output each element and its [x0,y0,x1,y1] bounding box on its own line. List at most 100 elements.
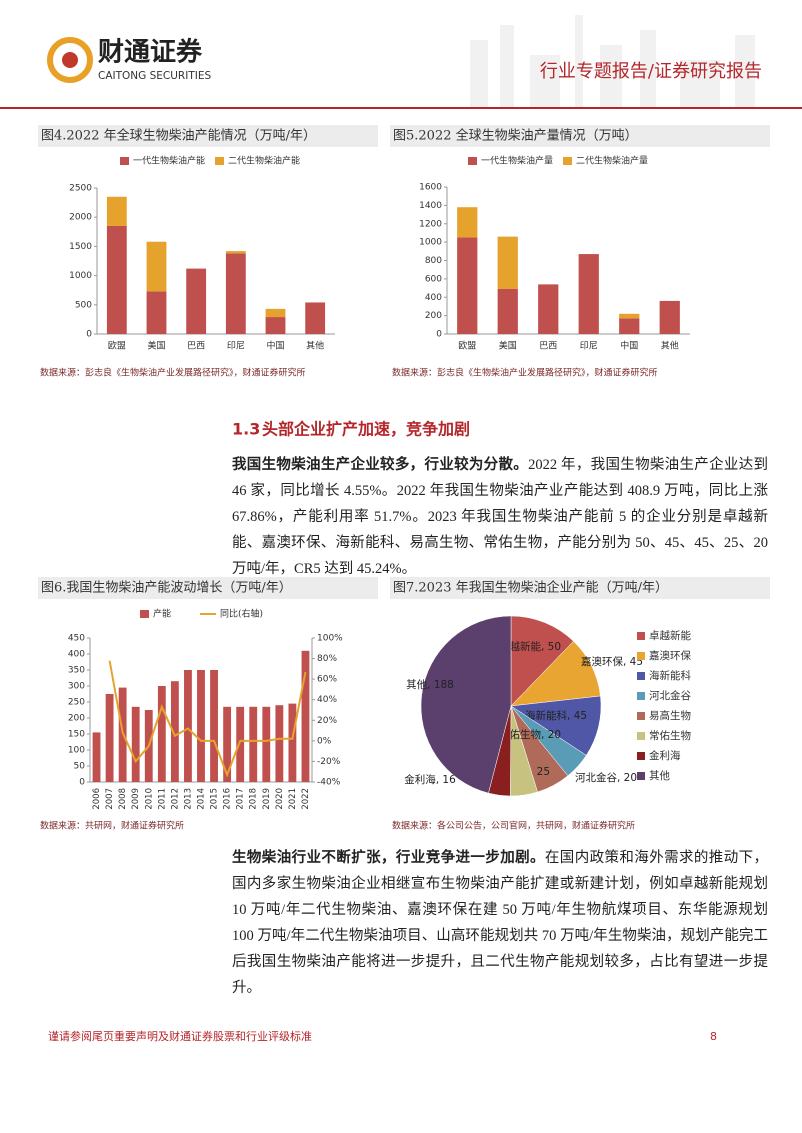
section-number: 1.3 [232,420,260,439]
x-tick-label: 欧盟 [458,340,476,352]
legend-label: 易高生物 [649,709,691,722]
y2-tick-label: 100% [317,634,343,644]
y-tick-label: 400 [425,293,442,303]
bar [457,237,478,334]
legend-swatch [563,157,572,165]
logo-en: CAITONG SECURITIES [98,70,211,82]
data-label: 常佑生物, 20 [499,728,561,741]
paragraph: 生物柴油行业不断扩张，行业竞争进一步加剧。在国内政策和海外需求的推动下，国内多家… [232,845,768,1001]
x-tick-label: 中国 [620,340,638,352]
x-tick-label: 2008 [118,788,128,810]
y2-tick-label: -20% [317,757,341,767]
paragraph-lead: 我国生物柴油生产企业较多，行业较为分散。 [232,457,529,473]
paragraph-text: 2022 年，我国生物柴油生产企业达到 46 家，同比增长 4.55%。2022… [232,457,769,577]
y2-tick-label: -40% [317,778,341,788]
legend-label: 卓越新能 [649,629,691,642]
legend-label: 嘉澳环保 [649,649,691,662]
report-type: 行业专题报告/证券研究报告 [540,61,762,82]
y-tick-label: 2500 [69,184,92,194]
y-tick-label: 1600 [419,183,442,193]
page-number: 8 [710,1030,717,1043]
data-label: 卓越新能, 50 [499,640,561,653]
bar [659,300,680,334]
y2-tick-label: 80% [317,654,337,664]
x-tick-label: 2016 [223,788,233,810]
bar [578,254,599,334]
legend-label: 河北金谷 [649,689,691,702]
legend-label: 金利海 [649,749,681,762]
legend-label: 二代生物柴油产量 [576,155,648,167]
figure-source: 数据来源：彭志良《生物柴油产业发展路径研究》，财通证券研究所 [40,367,306,379]
x-tick-label: 2015 [210,788,220,810]
y-tick-label: 300 [68,682,85,692]
bar [249,706,258,782]
bar [236,706,245,782]
y-tick-label: 0 [79,778,85,788]
x-tick-label: 2006 [92,788,102,810]
legend-label: 二代生物柴油产能 [228,155,300,167]
legend-label: 一代生物柴油产量 [481,155,553,167]
y-tick-label: 250 [68,698,85,708]
legend-label: 其他 [649,769,670,782]
data-label: 金利海, 16 [404,773,456,786]
x-tick-label: 2011 [157,788,167,810]
bar [265,308,286,318]
y-tick-label: 100 [68,746,85,756]
legend-swatch [637,652,645,660]
y-tick-label: 50 [74,762,86,772]
bar [497,288,518,334]
bar [223,706,232,782]
x-tick-label: 2022 [301,788,311,810]
legend-swatch [215,157,224,165]
legend-label: 海新能科 [649,669,691,682]
bar [288,703,297,782]
y-tick-label: 400 [68,650,85,660]
line-series [108,660,307,778]
y-tick-label: 800 [425,256,442,266]
figure-title: 图5.2022 全球生物柴油产量情况（万吨） [393,128,638,144]
y2-tick-label: 20% [317,716,337,726]
y2-tick-label: 40% [317,695,337,705]
legend-swatch [637,752,645,760]
legend-swatch [637,672,645,680]
data-label: 嘉澳环保, 45 [581,655,643,668]
figure-title-bg [390,577,770,599]
x-tick-label: 美国 [147,340,165,352]
x-tick-label: 美国 [499,340,517,352]
y-tick-label: 1400 [419,201,442,211]
x-tick-label: 2019 [262,788,272,810]
footer-disclaimer: 谨请参阅尾页重要声明及财通证券股票和行业评级标准 [48,1029,312,1043]
x-tick-label: 2014 [197,788,207,810]
bar [457,207,478,238]
figure-source: 数据来源：彭志良《生物柴油产业发展路径研究》，财通证券研究所 [392,367,658,379]
y-tick-label: 350 [68,666,85,676]
legend-label: 同比(右轴) [220,608,263,620]
x-tick-label: 中国 [266,340,284,352]
y-tick-label: 1200 [419,219,442,229]
y-tick-label: 1500 [69,242,92,252]
bar [275,705,284,782]
figure-source: 数据来源：共研网，财通证券研究所 [40,820,184,832]
y2-tick-label: 0% [317,736,332,746]
bar [538,284,559,334]
x-tick-label: 其他 [661,340,679,352]
y-tick-label: 600 [425,274,442,284]
figure-title: 图7.2023 年我国生物柴油企业产能（万吨/年） [393,580,668,596]
x-tick-label: 2021 [288,788,298,810]
x-tick-label: 巴西 [187,341,205,352]
paragraph-text: 在国内政策和海外需求的推动下，国内多家生物柴油企业相继宣布生物柴油产能扩建或新建… [232,850,769,996]
pie-slice [420,615,512,794]
figure-title: 图4.2022 年全球生物柴油产能情况（万吨/年） [41,128,316,144]
skyline [470,15,755,108]
y2-tick-label: 60% [317,675,337,685]
pie-slice [510,615,574,707]
section-title: 头部企业扩产加速，竞争加剧 [262,420,470,439]
bar [157,686,166,782]
data-label: 海新能科, 45 [525,709,587,722]
bar [619,318,640,334]
figure-title: 图6.我国生物柴油产能波动增长（万吨/年） [41,581,292,596]
legend-swatch [637,772,645,780]
bar [184,670,192,782]
x-tick-label: 2017 [236,788,246,810]
